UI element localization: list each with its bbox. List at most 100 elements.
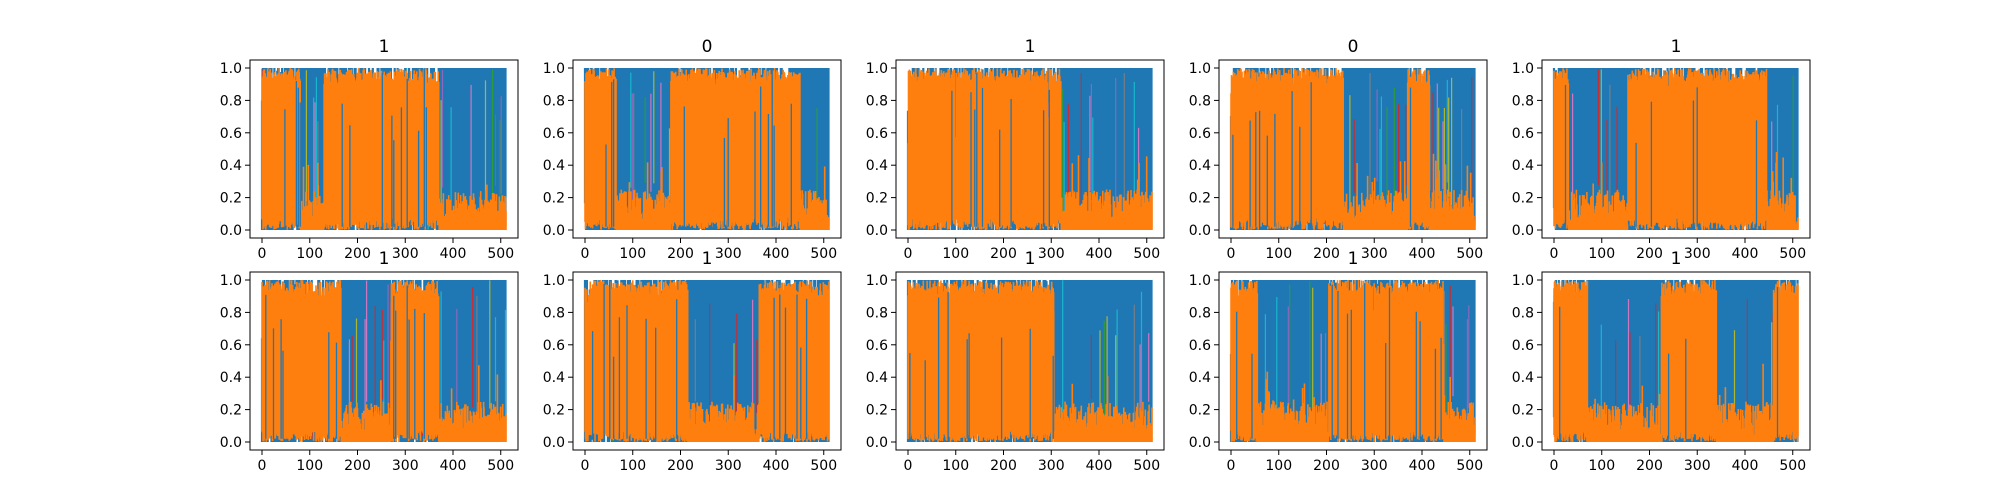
series-a-spikes (284, 68, 427, 227)
x-tick-label: 300 (392, 458, 419, 474)
x-tick-label: 200 (1313, 458, 1340, 474)
panel-3: 0 100 200 300 400 500 0.0 0.2 0.4 0.6 0.8 1.0 1 (866, 37, 1165, 262)
y-tick-label: 1.0 (543, 61, 565, 77)
x-tick-label: 200 (667, 458, 694, 474)
x-tick-label: 200 (667, 246, 694, 262)
panel-1: 0 100 200 300 400 500 0.0 0.2 0.4 0.6 0.8 1.0 1 (220, 37, 519, 262)
y-tick-label: 0.2 (543, 403, 565, 419)
x-tick-label: 0 (258, 458, 267, 474)
x-tick-label: 500 (487, 246, 514, 262)
x-tick-label: 300 (1361, 246, 1388, 262)
x-tick-label: 400 (1732, 246, 1759, 262)
axes-frame (1541, 271, 1811, 451)
x-tick-label: 200 (1313, 246, 1340, 262)
panel-8: 0 100 200 300 400 500 0.0 0.2 0.4 0.6 0.8 1.0 1 (866, 249, 1165, 474)
panel-title: 1 (379, 37, 390, 57)
y-tick-label: 0.6 (1189, 338, 1211, 354)
y-tick-label: 0.2 (543, 191, 565, 207)
panel-title: 1 (379, 249, 390, 269)
x-tick-label: 100 (619, 246, 646, 262)
y-tick-label: 0.0 (543, 223, 565, 239)
x-tick-label: 500 (1456, 458, 1483, 474)
x-tick-label: 500 (487, 458, 514, 474)
y-tick-label: 0.6 (220, 126, 242, 142)
y-tick-label: 0.6 (543, 338, 565, 354)
y-tick-label: 1.0 (1512, 61, 1534, 77)
x-tick-label: 200 (990, 246, 1017, 262)
plot-area (906, 280, 1153, 442)
panel-title: 1 (1671, 37, 1682, 57)
x-tick-label: 300 (392, 246, 419, 262)
y-tick-label: 0.8 (1512, 305, 1534, 321)
axes-frame (1541, 59, 1811, 239)
plot-area (583, 280, 830, 442)
y-tick-label: 0.2 (1189, 403, 1211, 419)
y-tick-label: 1.0 (1189, 273, 1211, 289)
series-a-spikes (265, 285, 425, 439)
y-tick-label: 0.4 (1189, 158, 1211, 174)
plot-area (583, 68, 830, 230)
panel-6: 0 100 200 300 400 500 0.0 0.2 0.4 0.6 0.8 1.0 1 (220, 249, 519, 474)
x-tick-label: 0 (258, 246, 267, 262)
x-tick-label: 200 (1636, 246, 1663, 262)
series-accent-1 (1264, 297, 1278, 431)
y-tick-label: 0.6 (543, 126, 565, 142)
y-tick-label: 0.8 (1189, 93, 1211, 109)
x-tick-label: 300 (1361, 458, 1388, 474)
y-tick-label: 0.8 (866, 93, 888, 109)
y-tick-label: 0.6 (220, 338, 242, 354)
series-accent-3 (1733, 322, 1799, 434)
x-tick-label: 100 (296, 246, 323, 262)
axes-frame (572, 59, 842, 239)
y-tick-label: 0.2 (1189, 191, 1211, 207)
y-tick-label: 0.4 (866, 370, 888, 386)
x-tick-label: 100 (942, 246, 969, 262)
x-tick-label: 400 (763, 458, 790, 474)
y-tick-label: 0.8 (866, 305, 888, 321)
panel-2: 0 100 200 300 400 500 0.0 0.2 0.4 0.6 0.8 1.0 0 (543, 37, 842, 262)
y-tick-label: 0.4 (220, 158, 242, 174)
y-tick-label: 0.2 (220, 191, 242, 207)
y-tick-label: 0.8 (543, 305, 565, 321)
series-a-spikes (605, 74, 792, 227)
y-tick-label: 1.0 (220, 273, 242, 289)
x-tick-label: 0 (581, 246, 590, 262)
series-b-line (1230, 280, 1476, 442)
x-tick-label: 400 (440, 458, 467, 474)
x-tick-label: 100 (942, 458, 969, 474)
y-tick-label: 0.4 (1512, 158, 1534, 174)
x-tick-label: 300 (1038, 458, 1065, 474)
plot-area (906, 68, 1153, 230)
panel-4: 0 100 200 300 400 500 0.0 0.2 0.4 0.6 0.8 1.0 0 (1189, 37, 1488, 262)
x-tick-label: 200 (1636, 458, 1663, 474)
y-tick-label: 0.0 (1512, 435, 1534, 451)
series-a-spikes (951, 72, 1050, 227)
x-tick-label: 0 (581, 458, 590, 474)
x-tick-label: 500 (1779, 458, 1806, 474)
x-tick-label: 500 (1133, 458, 1160, 474)
y-tick-label: 1.0 (543, 273, 565, 289)
x-tick-label: 500 (1779, 246, 1806, 262)
x-tick-label: 100 (1265, 458, 1292, 474)
x-tick-label: 400 (1732, 458, 1759, 474)
x-tick-label: 0 (1550, 458, 1559, 474)
y-tick-label: 1.0 (1512, 273, 1534, 289)
y-tick-label: 0.8 (543, 93, 565, 109)
series-a-spikes (1564, 84, 1758, 227)
plot-area (1552, 280, 1799, 442)
panel-title: 1 (702, 249, 713, 269)
series-a-spikes (909, 291, 1054, 439)
series-accent-7 (1615, 299, 1774, 439)
panel-title: 1 (1348, 249, 1359, 269)
panel-10: 0 100 200 300 400 500 0.0 0.2 0.4 0.6 0.8 1.0 1 (1512, 249, 1811, 474)
y-tick-label: 1.0 (866, 61, 888, 77)
x-tick-label: 400 (440, 246, 467, 262)
y-tick-label: 0.8 (1512, 93, 1534, 109)
y-tick-label: 0.6 (1512, 126, 1534, 142)
series-b-line (1553, 68, 1799, 230)
plot-area (260, 68, 507, 230)
y-tick-label: 0.6 (866, 338, 888, 354)
x-tick-label: 300 (1038, 246, 1065, 262)
y-tick-label: 0.2 (1512, 403, 1534, 419)
